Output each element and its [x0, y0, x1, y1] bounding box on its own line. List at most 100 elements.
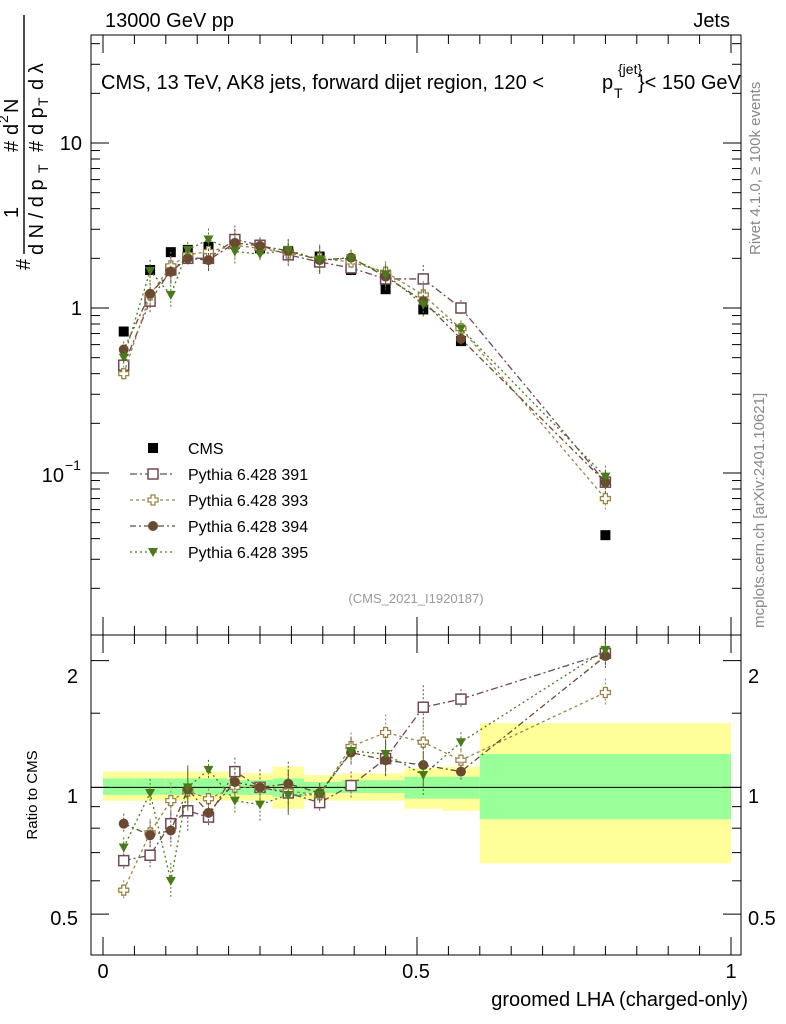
legend-marker-pythia-6-428-394 [148, 521, 158, 531]
legend-marker-pythia-6-428-391 [147, 468, 159, 480]
pythia-6-428-395-point [118, 353, 129, 363]
pythia-6-428-394-line [123, 242, 606, 483]
pythia-6-428-394-ratio-point [165, 825, 176, 836]
pythia-6-428-395-ratio-point [165, 876, 176, 886]
svg-text:T: T [35, 97, 51, 106]
pythia-6-428-395-line [123, 238, 606, 478]
pythia-6-428-395-point [182, 245, 193, 255]
pythia-6-428-393-ratio-point [165, 794, 177, 807]
pythia-6-428-391-ratio-point [144, 849, 156, 862]
band-inner-12 [479, 754, 731, 820]
main-y-tick-labels: 10 1 10 −1 [42, 133, 82, 487]
energy-label: 13000 GeV pp [105, 10, 234, 32]
pythia-6-428-395-ratio-point [346, 746, 357, 756]
title-sub: T [614, 85, 623, 101]
pythia-6-428-394-ratio-line [123, 655, 606, 836]
pythia-6-428-393-ratio-point [379, 726, 392, 739]
mcplots-reference: mcplots.cern.ch [arXiv:2401.10621] [751, 393, 768, 628]
y-tick-10: 10 [60, 133, 82, 155]
legend-label-pythia-6-428-391: Pythia 6.428 391 [188, 467, 308, 484]
title-p: p [602, 72, 613, 94]
main-ylabel: # d N / d p T 1 # d p T d λ # d 2 N [0, 15, 51, 270]
svg-text:T: T [35, 164, 51, 173]
pythia-6-428-395-point [418, 300, 429, 310]
series-4 [118, 228, 611, 899]
ratio-axis-ticks [91, 660, 741, 915]
uncertainty-bands [103, 723, 731, 864]
pythia-6-428-394-point [165, 266, 176, 277]
pythia-6-428-395-point [455, 324, 466, 334]
analysis-id: (CMS_2021_I1920187) [348, 591, 483, 606]
ratio-y-tick-labels: 2 1 0.5 2 1 0.5 [50, 666, 776, 930]
svg-text:#: # [13, 258, 35, 270]
ratio-tick-1-right: 1 [748, 786, 759, 808]
band-inner-0 [103, 778, 135, 795]
ratio-tick-2: 2 [67, 666, 78, 688]
pythia-6-428-395-ratio-point [380, 750, 391, 760]
band-inner-1 [134, 778, 166, 795]
legend-label-pythia-6-428-394: Pythia 6.428 394 [188, 519, 308, 536]
pythia-6-428-395-point [314, 256, 325, 266]
pythia-6-428-394-point [182, 253, 193, 264]
pythia-6-428-395-ratio-point [283, 790, 294, 800]
pythia-6-428-395-ratio-point [314, 790, 325, 800]
pythia-6-428-395-ratio-point [182, 783, 193, 793]
pythia-6-428-395-point [346, 254, 357, 264]
svg-text:d: d [1, 124, 23, 135]
pythia-6-428-393-ratio-point [599, 686, 612, 699]
pythia-6-428-394-point [455, 333, 466, 344]
pythia-6-428-394-point [145, 288, 156, 299]
pythia-6-428-393-line [123, 244, 606, 499]
pythia-6-428-394-ratio-point [229, 776, 240, 787]
x-axis-label: groomed LHA (charged-only) [491, 989, 748, 1011]
title-text: CMS, 13 TeV, AK8 jets, forward dijet reg… [101, 72, 544, 94]
pythia-6-428-391-ratio-point [117, 854, 130, 867]
ratio-y-label: Ratio to CMS [24, 750, 41, 839]
pythia-6-428-391-ratio-point [455, 693, 467, 705]
pythia-6-428-394-ratio-point [283, 778, 294, 789]
band-inner-9 [366, 780, 405, 793]
pythia-6-428-394-point [203, 255, 214, 266]
svg-text:2: 2 [0, 115, 11, 123]
pythia-6-428-395-ratio-point [600, 645, 611, 655]
y-tick-1: 1 [71, 298, 82, 320]
pythia-6-428-395-point [283, 245, 294, 255]
legend: CMS Pythia 6.428 391 Pythia 6.428 393 Pythi… [130, 441, 308, 562]
plot-title: CMS, 13 TeV, AK8 jets, forward dijet reg… [101, 61, 742, 101]
title-end: }< 150 GeV [638, 72, 742, 94]
pythia-6-428-393-ratio-point [417, 736, 429, 748]
pythia-6-428-395-ratio-line [123, 649, 606, 881]
main-axis-ticks [91, 43, 741, 589]
x-tick-0: 0 [97, 961, 108, 983]
pythia-6-428-394-point [255, 240, 265, 251]
pythia-6-428-395-point [380, 270, 391, 280]
band-inner-3 [197, 778, 229, 795]
svg-text:#: # [26, 140, 48, 152]
pythia-6-428-394-ratio-point [118, 818, 129, 829]
pythia-6-428-395-ratio-point [455, 738, 466, 748]
pythia-6-428-395-point [203, 235, 214, 245]
legend-label-pythia-6-428-395: Pythia 6.428 395 [188, 545, 308, 562]
pythia-6-428-395-ratio-point [145, 788, 156, 798]
pythia-6-428-394-point [118, 344, 129, 355]
process-label: Jets [693, 10, 730, 32]
ratio-tick-2-right: 2 [748, 666, 759, 688]
pythia-6-428-394-ratio-point [455, 766, 466, 777]
pythia-6-428-391-point [417, 273, 430, 285]
pythia-6-428-393-point [599, 492, 612, 505]
pythia-6-428-393-ratio-point [455, 754, 467, 766]
pythia-6-428-393-ratio-point [118, 884, 130, 896]
pythia-6-428-393-ratio-point [202, 793, 215, 805]
x-axis-ticks [102, 35, 732, 955]
cms-point [600, 530, 611, 541]
pythia-6-428-395-point [145, 266, 156, 276]
data-series [117, 225, 612, 901]
rivet-version: Rivet 4.1.0, ≥ 100k events [747, 82, 764, 255]
pythia-6-428-395-point [600, 472, 611, 482]
ratio-tick-0.5: 0.5 [50, 908, 78, 930]
legend-label-pythia-6-428-393: Pythia 6.428 393 [188, 493, 308, 510]
pythia-6-428-391-ratio-point [417, 701, 430, 713]
pythia-6-428-394-ratio-point [145, 830, 156, 841]
svg-text:d p: d p [26, 107, 48, 135]
x-tick-0.5: 0.5 [402, 961, 430, 983]
